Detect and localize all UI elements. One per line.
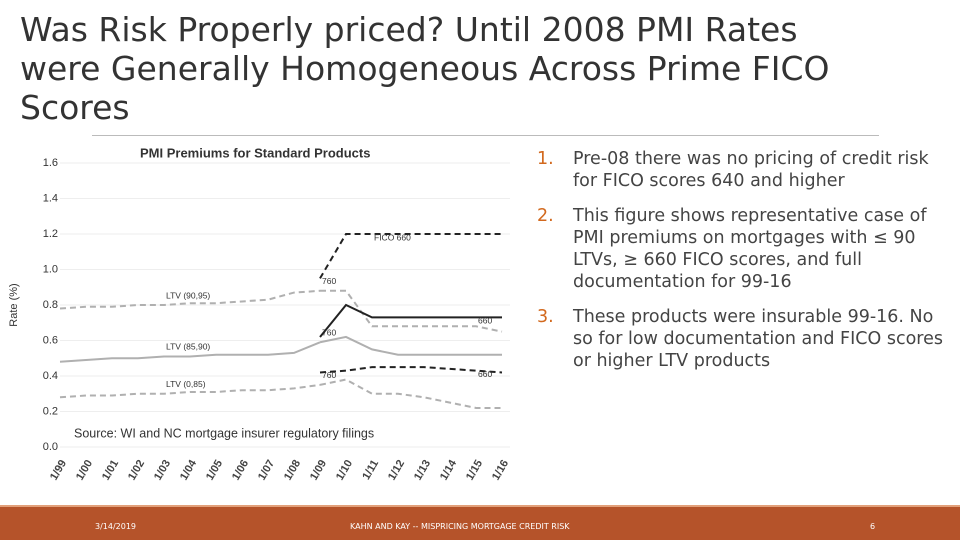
- bullet-number: 1.: [537, 149, 554, 169]
- series-line: [319, 378, 502, 409]
- series-line: [59, 289, 321, 310]
- bullet-text: Pre-08 there was no pricing of credit ri…: [573, 149, 929, 191]
- line-label: LTV (90,95): [166, 290, 210, 300]
- y-tick-label: 0.2: [43, 405, 58, 417]
- line-label: 760: [322, 276, 336, 286]
- y-tick-label: 1.0: [43, 263, 58, 275]
- source-note: Source: WI and NC mortgage insurer regul…: [74, 426, 374, 440]
- y-tick-label: 0.4: [43, 370, 58, 382]
- y-tick-label: 0.0: [43, 441, 58, 453]
- series-line: [59, 341, 321, 363]
- y-tick-label: 1.6: [43, 157, 58, 169]
- footer-text: KAHN AND KAY -- MISPRICING MORTGAGE CRED…: [350, 522, 570, 531]
- bullet: 1. Pre-08 there was no pricing of credit …: [537, 148, 952, 192]
- series-line: [319, 233, 502, 279]
- title-rule: [92, 135, 879, 136]
- slide-title: Was Risk Properly priced? Until 2008 PMI…: [20, 10, 830, 127]
- y-axis-label: Rate (%): [8, 283, 20, 326]
- y-tick-label: 0.6: [43, 334, 58, 346]
- footer-date: 3/14/2019: [95, 522, 137, 531]
- chart-title: PMI Premiums for Standard Products: [140, 145, 370, 160]
- bullet-text: These products were insurable 99-16. No …: [573, 307, 943, 371]
- line-label: 660: [478, 316, 492, 326]
- bullet: 3. These products were insurable 99-16. N…: [537, 306, 952, 372]
- series-line: [320, 289, 503, 333]
- line-label: 760: [322, 328, 336, 338]
- bullet: 2. This figure shows representative case …: [537, 205, 952, 293]
- bullet-number: 3.: [537, 307, 554, 327]
- chart: PMI Premiums for Standard Products Rate …: [7, 145, 512, 483]
- series-line: [59, 383, 321, 399]
- series-line: [319, 303, 502, 338]
- y-tick-label: 1.2: [43, 228, 58, 240]
- series-line: [319, 335, 502, 356]
- y-tick-label: 1.4: [43, 192, 58, 204]
- page-number: 6: [870, 522, 876, 531]
- line-label: LTV (0,85): [166, 379, 206, 389]
- bullet-text: This figure shows representative case of…: [573, 206, 927, 292]
- line-label: 660: [478, 369, 492, 379]
- bullet-number: 2.: [537, 206, 554, 226]
- footer: 3/14/2019 KAHN AND KAY -- MISPRICING MOR…: [0, 505, 960, 540]
- line-label: LTV (85,90): [166, 342, 210, 352]
- bullet-list: 1. Pre-08 there was no pricing of credit …: [537, 148, 952, 385]
- series-line: [319, 366, 503, 374]
- line-label: FICO 660: [374, 232, 411, 242]
- line-label: 760: [322, 370, 336, 380]
- y-tick-label: 0.8: [43, 299, 58, 311]
